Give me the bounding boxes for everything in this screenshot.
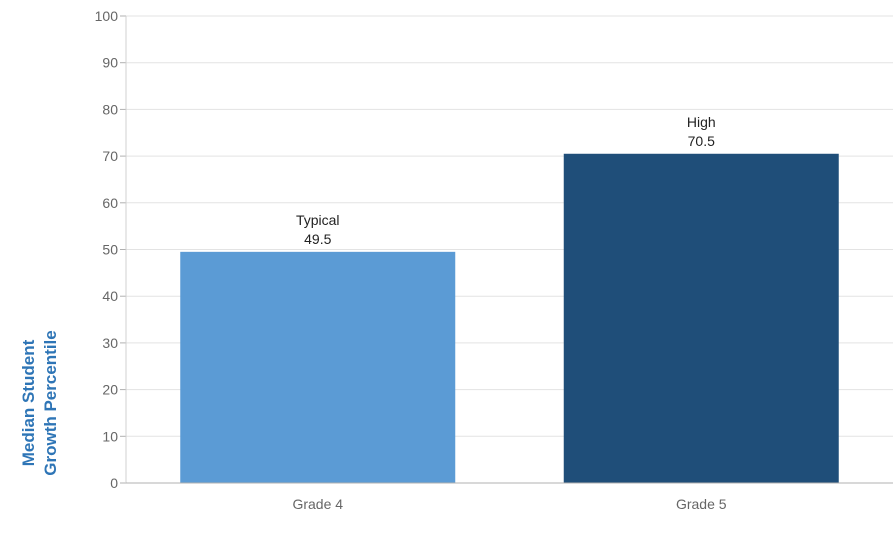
y-tick-label-70: 70 (102, 148, 118, 164)
y-tick-label-60: 60 (102, 195, 118, 211)
y-tick-label-10: 10 (102, 428, 118, 444)
data-label-grade-4: 49.5 (304, 231, 331, 247)
bar-grade-5 (563, 153, 839, 483)
y-tick-label-30: 30 (102, 335, 118, 351)
x-tick-label-grade-4: Grade 4 (292, 496, 343, 512)
x-tick-label-grade-5: Grade 5 (676, 496, 727, 512)
data-label-grade-5: 70.5 (688, 133, 715, 149)
bar-annotation-grade-5: High (687, 114, 716, 130)
y-tick-label-90: 90 (102, 55, 118, 71)
y-tick-label-50: 50 (102, 242, 118, 258)
y-tick-label-20: 20 (102, 382, 118, 398)
y-tick-label-40: 40 (102, 288, 118, 304)
y-tick-label-100: 100 (95, 8, 119, 24)
bar-grade-4 (180, 251, 456, 483)
y-tick-label-0: 0 (110, 475, 118, 491)
y-tick-label-80: 80 (102, 101, 118, 117)
bar-chart: 0 10 20 30 40 50 60 70 80 90 100 Typical 49.5 Grade 4… (95, 8, 893, 512)
bar-annotation-grade-4: Typical (296, 212, 340, 228)
